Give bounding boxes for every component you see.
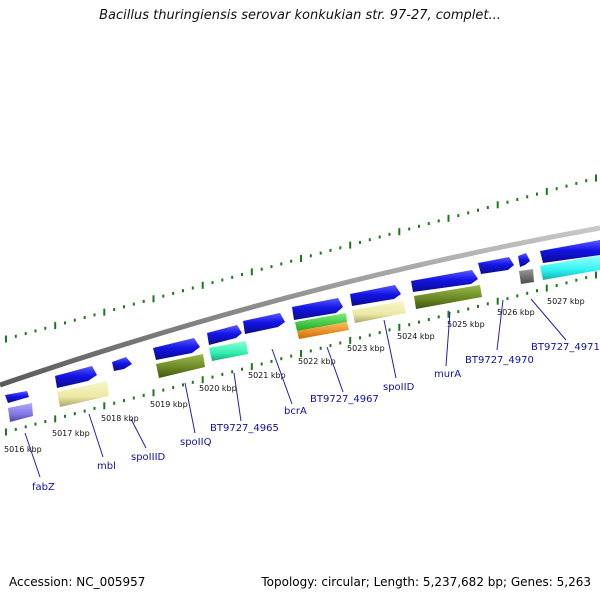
forward-strand-genes [5,240,600,403]
tick-label: 5025 kbp [447,320,485,329]
leader-line [271,348,293,405]
gene-feature[interactable] [112,357,132,371]
tick-label: 5023 kbp [347,344,385,353]
gene-feature[interactable] [411,270,478,292]
gene-label-leaders [24,298,567,478]
leader-line [445,311,451,367]
leader-line [496,299,504,351]
gene-feature[interactable] [350,285,401,306]
tick-label: 5018 kbp [101,414,139,423]
gene-label-fabZ[interactable]: fabZ [32,482,55,493]
gene-label-BT9727_4970[interactable]: BT9727_4970 [465,355,534,366]
gene-feature[interactable] [5,391,29,403]
gene-feature[interactable] [519,269,534,284]
gene-feature[interactable] [352,301,406,323]
gene-feature[interactable] [540,240,600,263]
gene-label-spoIIQ[interactable]: spoIIQ [180,437,212,448]
leader-line [130,418,147,449]
gene-label-spoIIID[interactable]: spoIIID [131,452,166,463]
tick-label: 5019 kbp [150,400,188,409]
gene-label-mbl[interactable]: mbl [97,461,116,472]
tick-label: 5020 kbp [199,384,237,393]
leader-line [383,319,397,379]
genome-title: Bacillus thuringiensis serovar konkukian… [99,8,501,23]
gene-feature[interactable] [156,354,205,378]
gene-feature[interactable] [153,338,200,360]
gene-feature[interactable] [478,257,514,274]
topology-summary: Topology: circular; Length: 5,237,682 bp… [261,575,591,589]
tick-label: 5016 kbp [4,445,42,454]
tick-label: 5021 kbp [248,371,286,380]
leader-line [88,413,104,458]
gene-feature[interactable] [292,298,343,320]
genome-backbone [0,225,600,388]
gene-label-murA[interactable]: murA [434,369,461,380]
leader-line [326,346,344,393]
gene-label-BT9727_4967[interactable]: BT9727_4967 [310,394,379,405]
gene-feature[interactable] [243,313,285,334]
gene-feature[interactable] [540,255,600,280]
accession-label: Accession: NC_005957 [9,575,146,589]
tick-label: 5027 kbp [547,297,585,306]
gene-label-BT9727_4971[interactable]: BT9727_4971 [531,342,600,353]
tick-label: 5026 kbp [497,308,535,317]
leader-line [184,382,196,434]
outer-scale-ticks [5,174,597,343]
leader-line [530,298,567,341]
leader-line [233,372,242,422]
tick-label: 5024 kbp [397,332,435,341]
leader-line [24,432,41,478]
gene-feature[interactable] [297,322,349,339]
gene-feature[interactable] [414,285,482,309]
gene-feature[interactable] [295,313,347,331]
gene-label-BT9727_4965[interactable]: BT9727_4965 [210,423,279,434]
gene-labels: fabZ mbl spoIIID spoIIQ BT9727_4965 bcrA… [32,342,600,493]
gene-feature[interactable] [518,253,530,267]
tick-label: 5017 kbp [52,429,90,438]
gene-label-bcrA[interactable]: bcrA [284,406,307,417]
gene-feature[interactable] [55,366,97,388]
gene-label-spoIID[interactable]: spoIID [383,382,415,393]
reverse-strand-genes [8,255,600,422]
inner-scale-ticks [5,271,597,436]
gene-feature[interactable] [209,341,248,361]
kbp-tick-labels: 5016 kbp 5017 kbp 5018 kbp 5019 kbp 5020… [4,297,585,454]
gene-feature[interactable] [8,403,33,422]
gene-feature[interactable] [207,325,242,345]
tick-label: 5022 kbp [298,357,336,366]
gene-feature[interactable] [57,381,109,407]
